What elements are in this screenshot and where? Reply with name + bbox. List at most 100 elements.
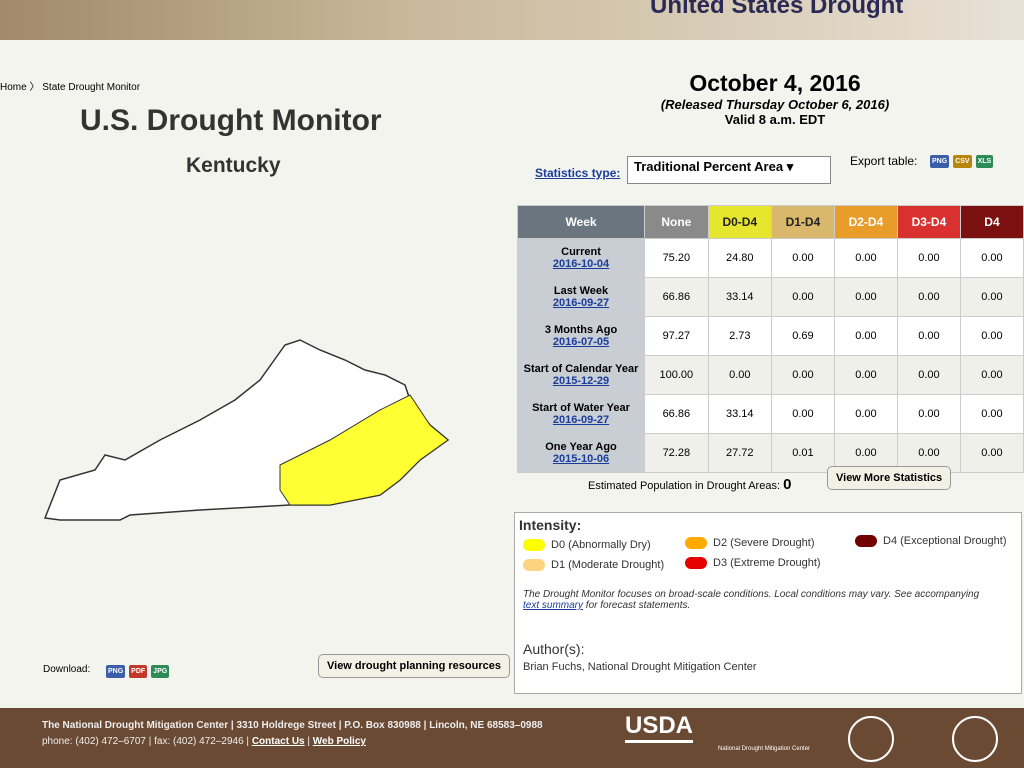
value-cell: 0.00 (833, 277, 898, 317)
download-button[interactable]: PDF (129, 665, 148, 678)
week-cell: Start of Water Year 2016-09-27 (516, 394, 646, 434)
table-row: Current 2016-10-04 75.20 24.80 0.00 0.00 0.00 0… (516, 238, 1024, 278)
week-cell: Current 2016-10-04 (516, 238, 646, 278)
legend-label: D1 (Moderate Drought) (551, 559, 665, 571)
week-date[interactable]: 2015-12-29 (552, 375, 610, 387)
download-button[interactable]: JPG (151, 665, 170, 678)
legend-item: D3 (Extreme Drought) (685, 557, 821, 570)
value-cell: 0.00 (896, 394, 961, 434)
week-cell: 3 Months Ago 2016-07-05 (516, 316, 646, 356)
week-label: Last Week (553, 285, 609, 297)
legend-swatch (685, 537, 707, 550)
note-text: for forecast statements. (585, 600, 691, 611)
column-header: Week (516, 205, 646, 239)
authors-text: Brian Fuchs, National Drought Mitigation… (523, 661, 757, 673)
stats-label: Statistics type: (535, 166, 621, 180)
column-header: D3-D4 (896, 205, 961, 239)
value-cell: 0.00 (833, 355, 898, 395)
week-label: Start of Calendar Year (523, 363, 639, 375)
valid: Valid 8 a.m. EDT (724, 112, 826, 127)
legend-swatch (523, 559, 545, 572)
value-cell: 33.14 (707, 277, 772, 317)
stats-table: Week None D0-D4 D1-D4 D2-D4 D3-D4 D4 Current 201… (516, 205, 1024, 473)
value-cell: 2.73 (707, 316, 772, 356)
stats-select-text: Traditional Percent Area (634, 159, 784, 174)
value-cell: 0.00 (959, 316, 1024, 356)
date-block: October 4, 2016 (Released Thursday Octob… (640, 70, 910, 127)
week-date[interactable]: 2016-09-27 (552, 297, 610, 309)
policy-link[interactable]: Web Policy (312, 736, 366, 747)
column-header: D4 (959, 205, 1024, 239)
ndmc-logo: National Drought Mitigation Center (718, 746, 811, 752)
value-cell: 0.00 (770, 355, 835, 395)
value-cell: 0.00 (896, 355, 961, 395)
intensity-title: Intensity: (519, 517, 582, 533)
download-label: Download: (43, 664, 91, 675)
released: (Released Thursday October 6, 2016) (660, 97, 890, 112)
population-label: Estimated Population in Drought Areas: (588, 480, 781, 492)
breadcrumb-link[interactable]: Home (0, 82, 27, 93)
value-cell: 0.00 (959, 433, 1024, 473)
stats-select[interactable]: Traditional Percent Area ▾ (627, 156, 831, 184)
value-cell: 0.00 (833, 316, 898, 356)
table-row: Start of Water Year 2016-09-27 66.86 33.14 0… (516, 394, 1024, 434)
title: U.S. Drought Monitor (80, 104, 382, 137)
download-buttons: PNG PDF JPG (106, 660, 173, 678)
value-cell: 0.00 (770, 277, 835, 317)
week-date[interactable]: 2015-10-06 (552, 453, 610, 465)
value-cell: 0.00 (770, 238, 835, 278)
value-cell: 100.00 (644, 355, 709, 395)
footer-address: The National Drought Mitigation Center |… (42, 720, 543, 731)
export-label: Export table: (850, 154, 918, 168)
export-button[interactable]: PNG (930, 155, 950, 168)
value-cell: 0.00 (959, 355, 1024, 395)
week-label: 3 Months Ago (544, 324, 618, 336)
table-wrap: Week None D0-D4 D1-D4 D2-D4 D3-D4 D4 Current 201… (516, 205, 1024, 473)
map (43, 339, 450, 521)
state: Kentucky (186, 154, 281, 177)
banner-text: United States Drought (650, 0, 904, 19)
contact-link[interactable]: Contact Us (251, 736, 305, 747)
week-label: Current (561, 246, 601, 258)
legend-swatch (855, 535, 877, 548)
legend-item: D1 (Moderate Drought) (523, 559, 665, 572)
note-link[interactable]: text summary (523, 600, 584, 611)
footer-contact: phone: (402) 472–6707 | fax: (402) 472–2… (42, 736, 366, 747)
more-stats-button[interactable]: View More Statistics (827, 466, 952, 490)
export-button[interactable]: XLS (975, 155, 994, 168)
week-date[interactable]: 2016-09-27 (552, 414, 610, 426)
d0-area (279, 394, 449, 506)
legend-label: D0 (Abnormally Dry) (551, 539, 651, 551)
info-box: Intensity: D0 (Abnormally Dry) D1 (Modera… (514, 512, 1022, 694)
export-button[interactable]: CSV (953, 155, 972, 168)
authors-title: Author(s): (523, 641, 585, 657)
week-date[interactable]: 2016-07-05 (552, 336, 610, 348)
value-cell: 0.00 (833, 238, 898, 278)
value-cell: 33.14 (707, 394, 772, 434)
legend-label: D4 (Exceptional Drought) (883, 535, 1007, 547)
population: Estimated Population in Drought Areas: 0 (588, 476, 791, 493)
note-text: The Drought Monitor focuses on broad-sca… (523, 589, 980, 600)
population-value: 0 (783, 476, 792, 493)
value-cell: 0.69 (770, 316, 835, 356)
breadcrumb: Home 〉 State Drought Monitor (0, 82, 141, 93)
legend-item: D2 (Severe Drought) (685, 537, 815, 550)
column-header: D2-D4 (833, 205, 898, 239)
table-row: 3 Months Ago 2016-07-05 97.27 2.73 0.69 0.00 0… (516, 316, 1024, 356)
week-date[interactable]: 2016-10-04 (552, 258, 610, 270)
value-cell: 66.86 (644, 277, 709, 317)
seal (848, 716, 894, 762)
banner: United States Drought (0, 0, 1024, 40)
value-cell: 72.28 (644, 433, 709, 473)
value-cell: 24.80 (707, 238, 772, 278)
value-cell: 0.00 (896, 277, 961, 317)
planning-button[interactable]: View drought planning resources (318, 654, 510, 678)
week-cell: Start of Calendar Year 2015-12-29 (516, 355, 646, 395)
table-row: One Year Ago 2015-10-06 72.28 27.72 0.01 0.00… (516, 433, 1024, 473)
download-button[interactable]: PNG (106, 665, 126, 678)
value-cell: 0.00 (770, 394, 835, 434)
legend-item: D0 (Abnormally Dry) (523, 539, 651, 552)
value-cell: 0.00 (833, 394, 898, 434)
legend-item: D4 (Exceptional Drought) (855, 535, 1007, 548)
